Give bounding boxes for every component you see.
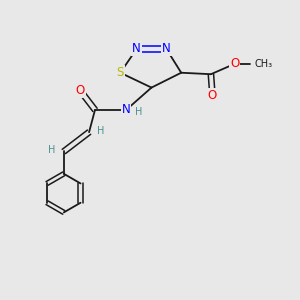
Text: H: H xyxy=(134,107,142,117)
Text: O: O xyxy=(208,88,217,101)
Text: H: H xyxy=(98,126,105,136)
Text: O: O xyxy=(230,57,239,70)
Text: N: N xyxy=(162,42,171,56)
Text: O: O xyxy=(76,84,85,97)
Text: N: N xyxy=(122,103,130,116)
Text: H: H xyxy=(48,145,56,155)
Text: S: S xyxy=(117,66,124,79)
Text: CH₃: CH₃ xyxy=(254,59,272,69)
Text: N: N xyxy=(132,42,141,56)
